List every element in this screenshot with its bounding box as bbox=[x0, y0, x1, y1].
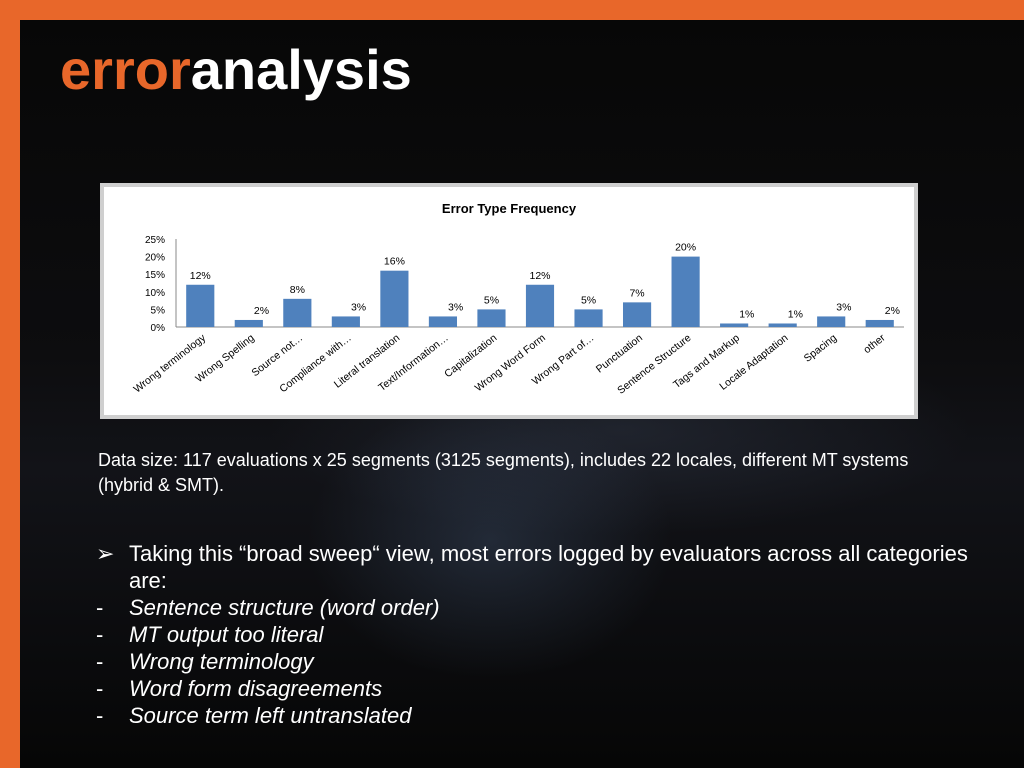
slide-background: erroranalysis Error Type Frequency 0% 5% 10… bbox=[20, 20, 1024, 768]
bar bbox=[720, 323, 749, 327]
finding-item: - Sentence structure (word order) bbox=[96, 594, 976, 621]
bar bbox=[477, 309, 506, 327]
slide-title-accent: error bbox=[60, 38, 191, 101]
finding-text: Source term left untranslated bbox=[129, 703, 412, 728]
bar bbox=[865, 319, 894, 327]
y-tick-label: 15% bbox=[145, 270, 165, 281]
slide-title: erroranalysis bbox=[60, 42, 412, 98]
finding-item: - Source term left untranslated bbox=[96, 702, 976, 729]
error-frequency-chart: Error Type Frequency 0% 5% 10% 15% 20% 25% 12% W… bbox=[131, 201, 904, 397]
data-label: 20% bbox=[675, 242, 696, 254]
y-tick-label: 25% bbox=[145, 235, 165, 246]
data-label: 1% bbox=[739, 308, 754, 320]
finding-text: Word form disagreements bbox=[129, 676, 383, 701]
bar bbox=[234, 319, 263, 327]
category-label: other bbox=[861, 332, 888, 357]
data-label: 1% bbox=[788, 308, 803, 320]
finding-item: - Wrong terminology bbox=[96, 648, 976, 675]
chart-title: Error Type Frequency bbox=[442, 201, 577, 216]
dash-bullet: - bbox=[96, 622, 104, 647]
finding-text: Taking this “broad sweep“ view, most err… bbox=[129, 541, 968, 593]
category-label: Spacing bbox=[802, 332, 839, 365]
slide-title-main: analysis bbox=[190, 38, 412, 101]
finding-intro: ➢ Taking this “broad sweep“ view, most er… bbox=[96, 540, 976, 594]
data-size-note: Data size: 117 evaluations x 25 segments… bbox=[98, 450, 909, 495]
data-label: 12% bbox=[529, 270, 550, 282]
finding-text: Sentence structure (word order) bbox=[129, 595, 440, 620]
bar bbox=[380, 270, 409, 327]
dash-bullet: - bbox=[96, 703, 104, 728]
bar bbox=[428, 316, 458, 327]
category-label: Wrong terminology bbox=[131, 331, 208, 395]
finding-text: MT output too literal bbox=[129, 622, 324, 647]
bar bbox=[768, 323, 797, 327]
finding-text: Wrong terminology bbox=[129, 649, 314, 674]
data-label: 5% bbox=[581, 294, 596, 306]
data-label: 2% bbox=[885, 305, 900, 317]
dash-bullet: - bbox=[96, 676, 104, 701]
y-tick-label: 5% bbox=[151, 305, 166, 316]
dash-bullet: - bbox=[96, 649, 104, 674]
y-tick-label: 20% bbox=[145, 253, 165, 264]
chart-panel: Error Type Frequency 0% 5% 10% 15% 20% 25% 12% W… bbox=[100, 183, 918, 419]
data-label: 12% bbox=[190, 270, 211, 282]
bar bbox=[817, 316, 846, 327]
data-label: 2% bbox=[254, 305, 269, 317]
finding-item: - Word form disagreements bbox=[96, 675, 976, 702]
bar bbox=[574, 309, 603, 327]
bar bbox=[671, 256, 700, 327]
bar bbox=[186, 284, 215, 327]
data-label: 3% bbox=[351, 301, 366, 313]
findings-list: ➢ Taking this “broad sweep“ view, most er… bbox=[96, 540, 976, 729]
data-label: 7% bbox=[629, 287, 644, 299]
y-tick-label: 0% bbox=[151, 323, 166, 334]
bar bbox=[525, 284, 555, 327]
data-label: 8% bbox=[290, 284, 305, 296]
data-label: 5% bbox=[484, 294, 499, 306]
finding-item: - MT output too literal bbox=[96, 621, 976, 648]
y-tick-label: 10% bbox=[145, 288, 165, 299]
bar bbox=[283, 298, 312, 327]
dash-bullet: - bbox=[96, 595, 104, 620]
data-label: 16% bbox=[384, 256, 405, 268]
bar bbox=[331, 316, 360, 327]
arrow-bullet-icon: ➢ bbox=[96, 541, 115, 566]
bar bbox=[622, 302, 652, 327]
data-label: 3% bbox=[836, 301, 851, 313]
data-label: 3% bbox=[448, 301, 463, 313]
